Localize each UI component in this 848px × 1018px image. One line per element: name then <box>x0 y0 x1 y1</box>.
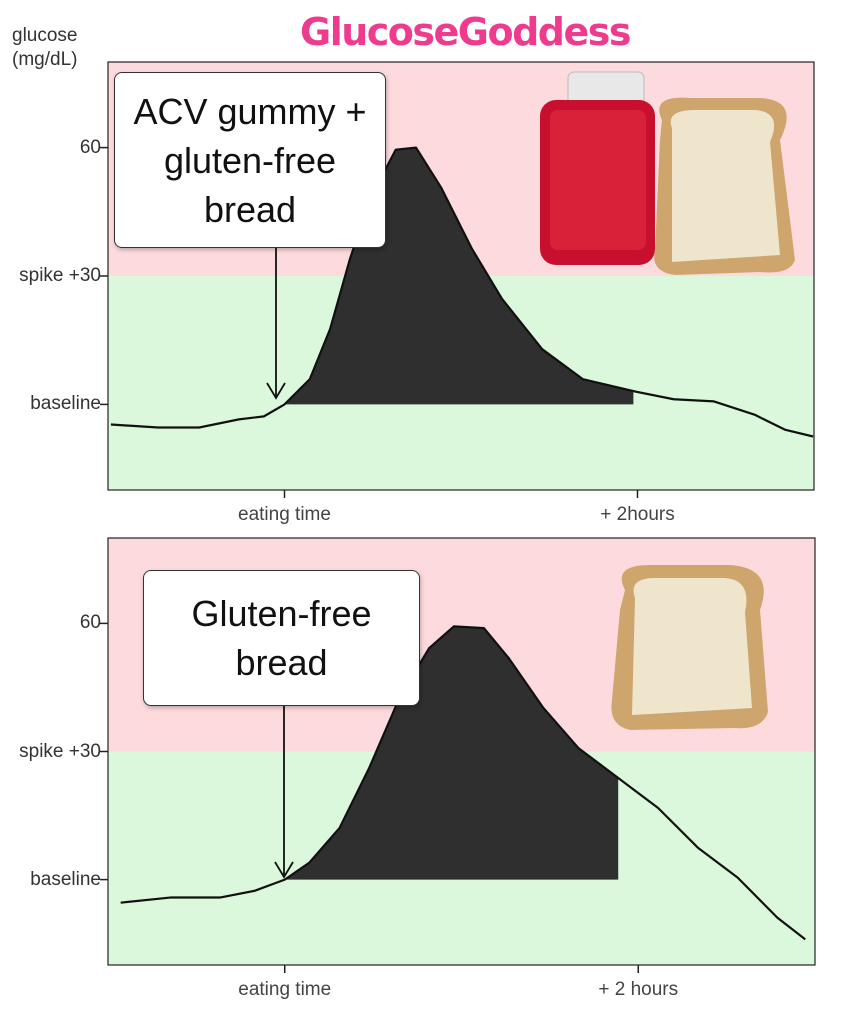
product-images <box>540 71 795 730</box>
y-tick-label: spike +30 <box>19 740 101 762</box>
y-tick-label: baseline <box>30 868 101 890</box>
y-axis-label: glucose (mg/dL) <box>12 25 78 70</box>
x-tick-label: eating time <box>238 504 331 525</box>
x-tick-label: + 2hours <box>600 504 675 525</box>
bread-crumb <box>632 578 752 715</box>
y-tick-label: spike +30 <box>19 265 101 286</box>
glucose-line <box>120 625 806 941</box>
arrow-head <box>274 861 294 879</box>
logo: GlucoseGoddess <box>300 10 632 54</box>
arrow-head <box>266 382 286 400</box>
annotation: Gluten-free bread <box>143 570 420 706</box>
y-tick-label: 60 <box>79 136 101 158</box>
bottle-label <box>550 110 646 250</box>
glucose-line <box>110 146 814 438</box>
y-tick-label: baseline <box>30 393 101 415</box>
y-tick-label: 60 <box>79 612 101 634</box>
shaded-area <box>284 626 619 880</box>
x-tick-label: eating time <box>238 979 332 1000</box>
bread-crumb <box>670 110 780 262</box>
annotation: ACV gummy + gluten-free bread <box>114 72 386 248</box>
x-tick-label: + 2 hours <box>598 979 679 1000</box>
